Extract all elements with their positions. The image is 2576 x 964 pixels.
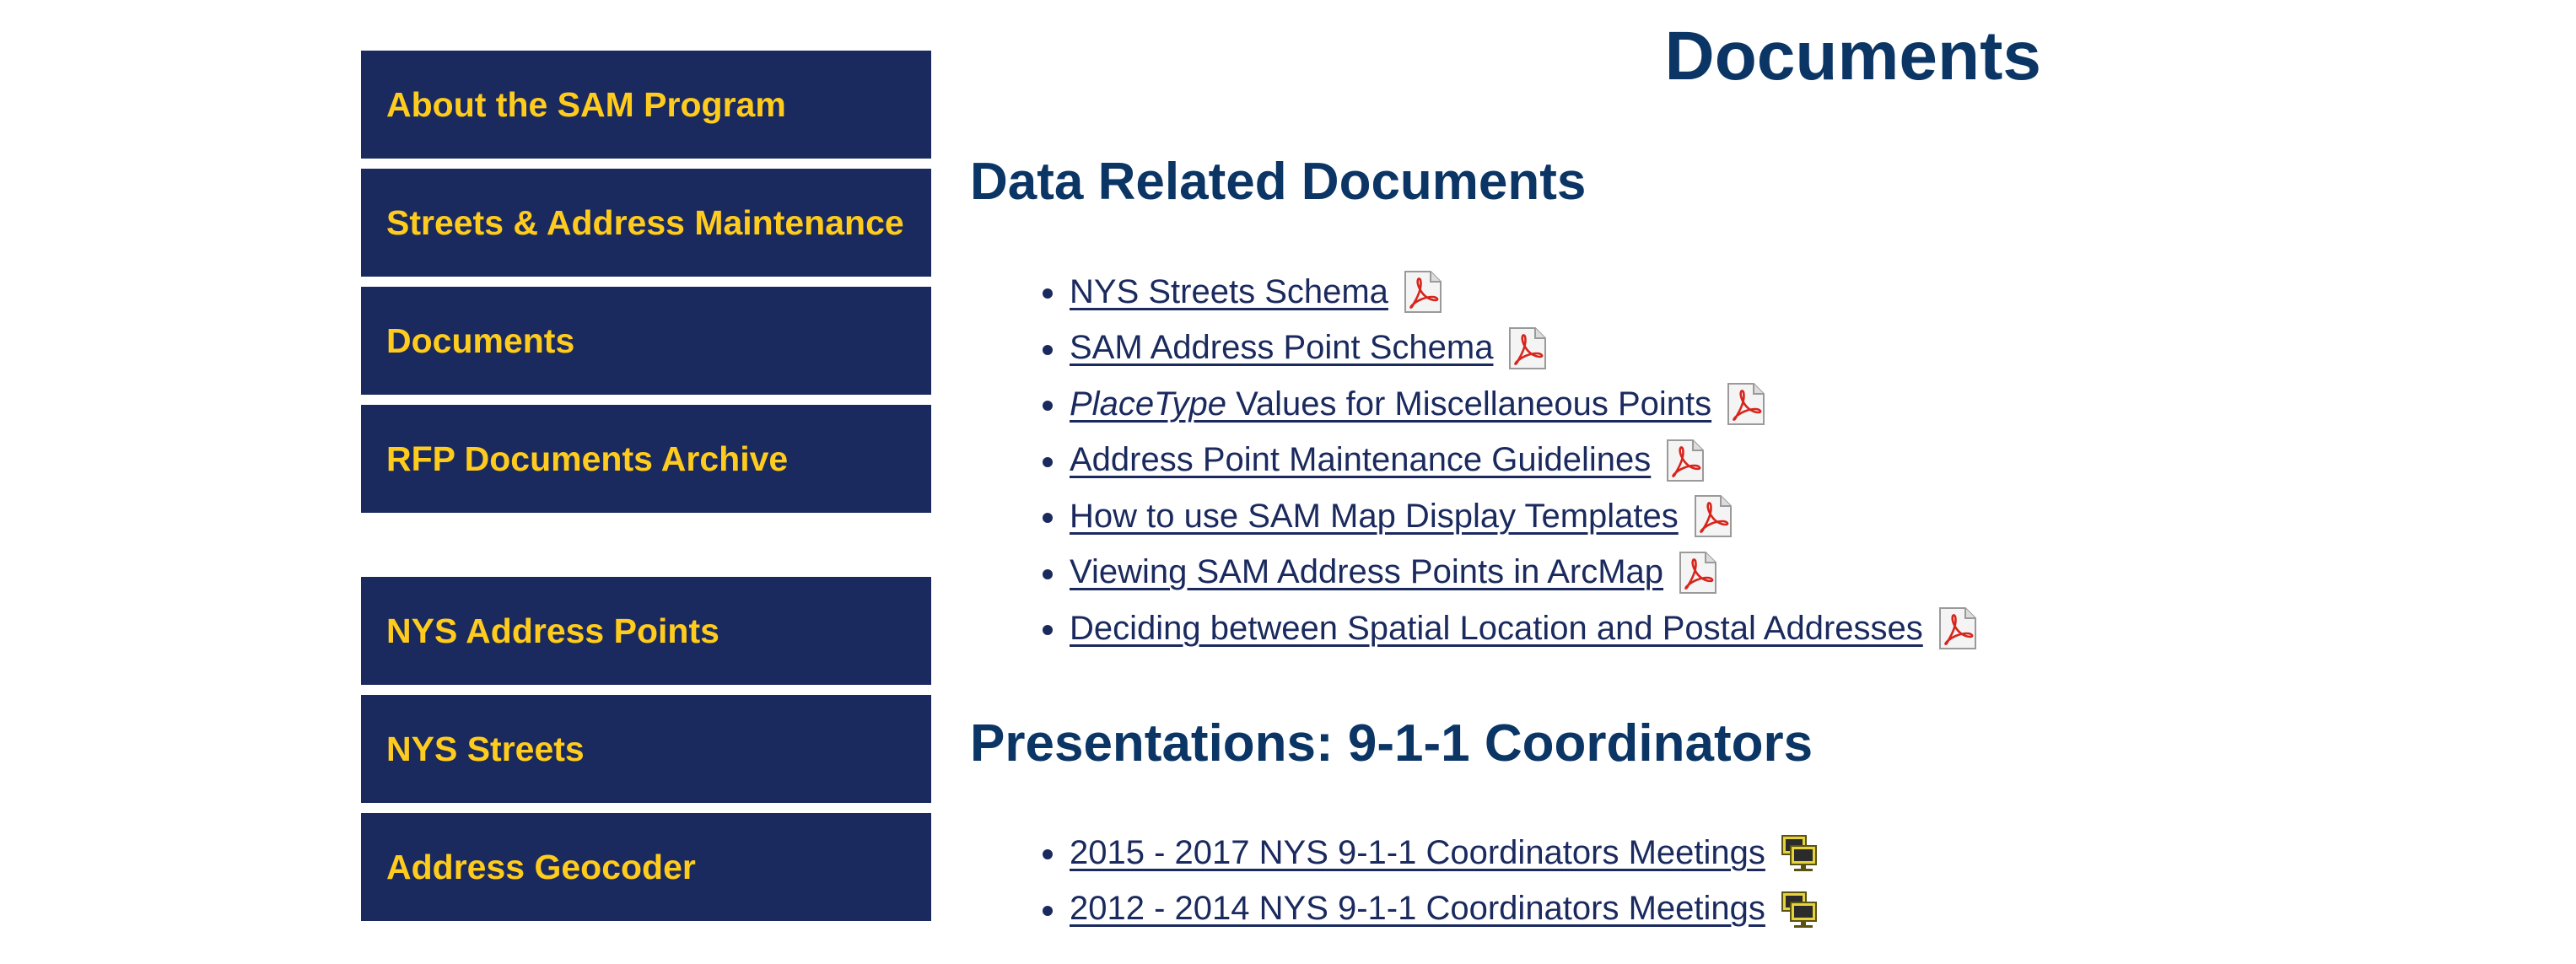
doc-link-address-point-maintenance-guidelines[interactable]: Address Point Maintenance Guidelines (1070, 441, 1652, 479)
pdf-icon[interactable] (1937, 606, 1979, 650)
presentations-list: 2015 - 2017 NYS 9-1-1 Coordinators Meeti… (1043, 825, 1821, 938)
pdf-icon[interactable] (1725, 382, 1767, 426)
list-item: SAM Address Point Schema (1043, 320, 1979, 377)
doc-link-2015-2017-coordinators-meetings[interactable]: 2015 - 2017 NYS 9-1-1 Coordinators Meeti… (1070, 833, 1765, 871)
pdf-icon[interactable] (1402, 270, 1444, 314)
list-item: 2015 - 2017 NYS 9-1-1 Coordinators Meeti… (1043, 825, 1821, 881)
pdf-icon[interactable] (1677, 551, 1719, 595)
presentation-icon[interactable] (1779, 832, 1821, 873)
data-documents-list: NYS Streets Schema SAM Address Point Sch… (1043, 264, 1979, 657)
page-title: Documents (1664, 18, 2041, 94)
nav-about-sam-program[interactable]: About the SAM Program (361, 51, 931, 159)
pdf-icon[interactable] (1664, 439, 1706, 482)
section-title-presentations-911-coordinators: Presentations: 9-1-1 Coordinators (970, 714, 1813, 773)
nav-label: NYS Address Points (386, 611, 719, 650)
list-item: Address Point Maintenance Guidelines (1043, 433, 1979, 489)
list-item: How to use SAM Map Display Templates (1043, 488, 1979, 545)
doc-link-nys-streets-schema[interactable]: NYS Streets Schema (1070, 272, 1388, 310)
doc-link-sam-address-point-schema[interactable]: SAM Address Point Schema (1070, 329, 1494, 367)
doc-link-emphasis: PlaceType (1070, 385, 1227, 423)
doc-link-text: Values for Miscellaneous Points (1226, 385, 1712, 423)
doc-link-sam-map-display-templates[interactable]: How to use SAM Map Display Templates (1070, 497, 1679, 535)
list-item: NYS Streets Schema (1043, 264, 1979, 320)
presentation-icon[interactable] (1779, 889, 1821, 929)
nav-label: NYS Streets (386, 729, 585, 768)
list-item: PlaceType Values for Miscellaneous Point… (1043, 376, 1979, 433)
nav-label: RFP Documents Archive (386, 439, 789, 478)
nav-nys-address-points[interactable]: NYS Address Points (361, 577, 931, 685)
nav-spacer (361, 523, 931, 577)
doc-link-placetype-values[interactable]: PlaceType Values for Miscellaneous Point… (1070, 385, 1711, 423)
list-item: Deciding between Spatial Location and Po… (1043, 600, 1979, 657)
nav-rfp-documents-archive[interactable]: RFP Documents Archive (361, 405, 931, 513)
doc-link-2012-2014-coordinators-meetings[interactable]: 2012 - 2014 NYS 9-1-1 Coordinators Meeti… (1070, 890, 1765, 928)
doc-link-viewing-sam-address-points-arcmap[interactable]: Viewing SAM Address Points in ArcMap (1070, 553, 1664, 591)
nav-address-geocoder[interactable]: Address Geocoder (361, 813, 931, 921)
sidebar-nav: About the SAM Program Streets & Address … (361, 51, 931, 931)
nav-nys-streets[interactable]: NYS Streets (361, 695, 931, 803)
section-title-data-related-documents: Data Related Documents (970, 153, 1587, 211)
pdf-icon[interactable] (1692, 494, 1734, 538)
nav-label: Streets & Address Maintenance (386, 202, 904, 242)
list-item: Viewing SAM Address Points in ArcMap (1043, 545, 1979, 601)
pdf-icon[interactable] (1506, 326, 1549, 370)
nav-label: Documents (386, 320, 575, 360)
nav-documents[interactable]: Documents (361, 287, 931, 395)
nav-streets-address-maintenance[interactable]: Streets & Address Maintenance (361, 169, 931, 277)
nav-label: Address Geocoder (386, 847, 696, 886)
doc-link-spatial-vs-postal-addresses[interactable]: Deciding between Spatial Location and Po… (1070, 609, 1923, 647)
main-content: Documents Data Related Documents NYS Str… (970, 0, 2556, 964)
list-item: 2012 - 2014 NYS 9-1-1 Coordinators Meeti… (1043, 881, 1821, 938)
nav-label: About the SAM Program (386, 84, 786, 124)
